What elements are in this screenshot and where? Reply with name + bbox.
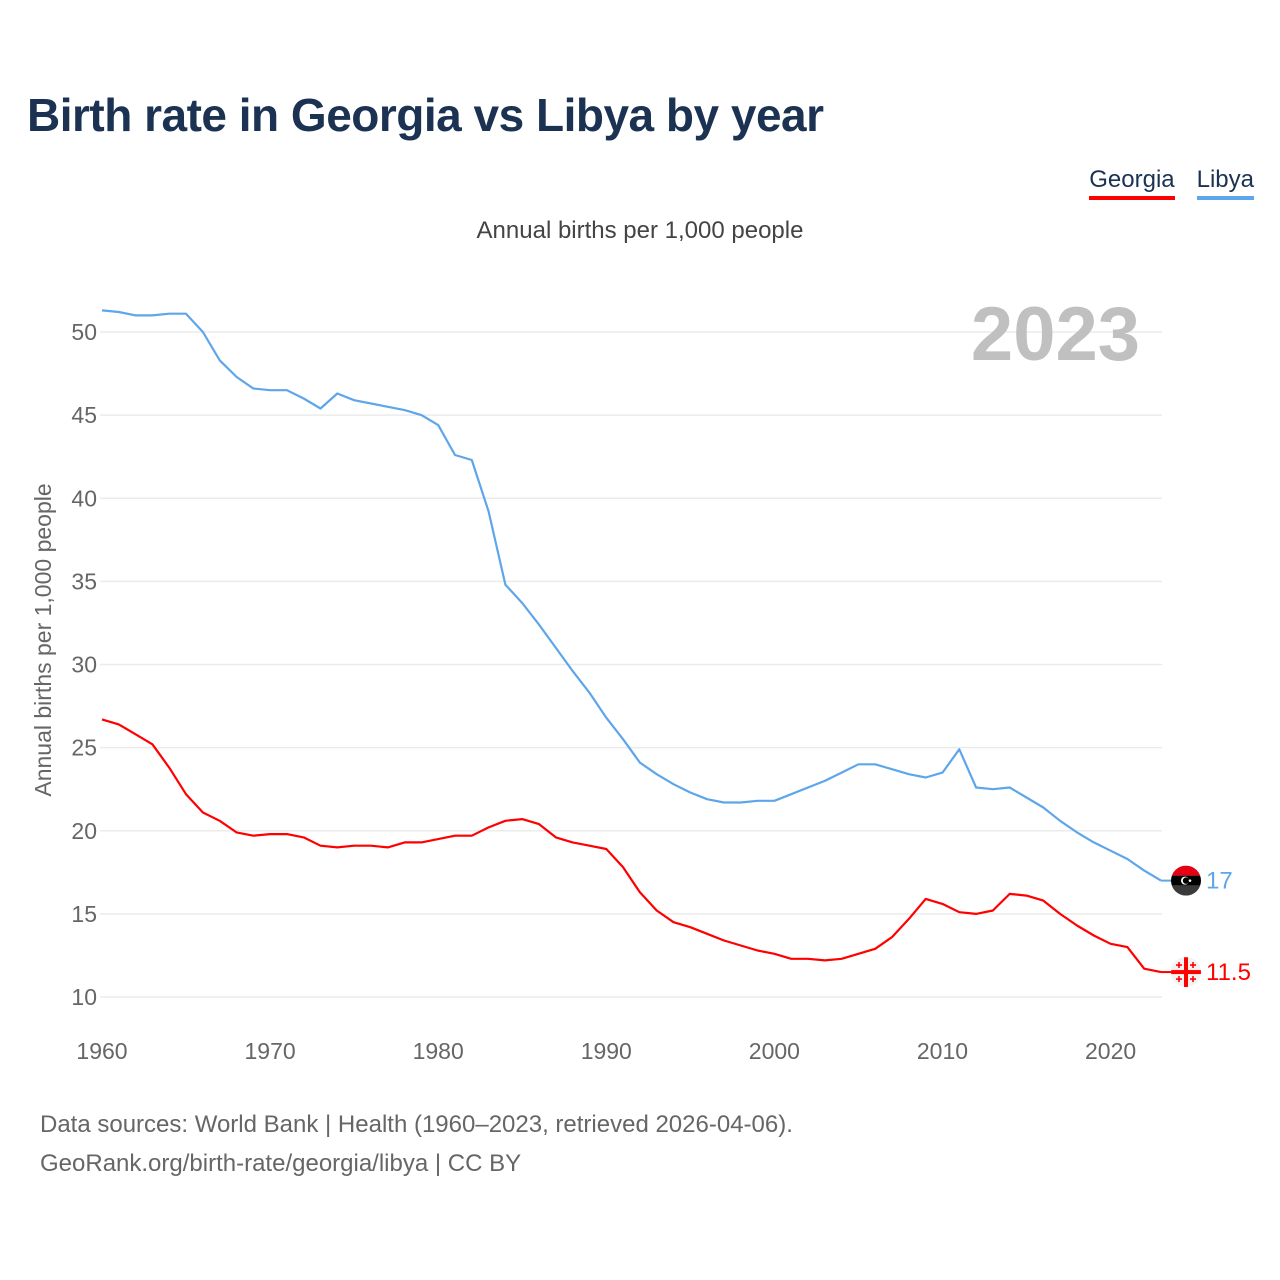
- footer: Data sources: World Bank | Health (1960–…: [40, 1105, 793, 1183]
- legend-item-georgia[interactable]: Georgia: [1089, 166, 1175, 200]
- y-tick-label: 50: [71, 319, 97, 345]
- x-tick-label: 1970: [245, 1038, 296, 1064]
- legend-item-libya[interactable]: Libya: [1196, 166, 1254, 200]
- series-line-georgia: [101, 718, 1162, 974]
- x-tick-label: 1990: [581, 1038, 632, 1064]
- x-tick-label: 2010: [917, 1038, 968, 1064]
- x-tick-label: 2000: [749, 1038, 800, 1064]
- data-source: Data sources: World Bank | Health (1960–…: [40, 1111, 793, 1138]
- x-tick-label: 1960: [76, 1038, 127, 1064]
- y-axis-label: Annual births per 1,000 people: [30, 483, 56, 796]
- series-line-libya: [101, 309, 1162, 882]
- year-watermark: 2023: [971, 292, 1140, 377]
- y-tick-label: 40: [71, 485, 97, 511]
- y-tick-label: 25: [71, 735, 97, 761]
- y-tick-label: 45: [71, 402, 97, 428]
- x-tick-label: 1980: [413, 1038, 464, 1064]
- libya-flag-icon: [1171, 865, 1201, 896]
- y-tick-label: 10: [71, 984, 97, 1010]
- chart-subtitle: Annual births per 1,000 people: [476, 217, 804, 244]
- y-tick-label: 35: [71, 568, 97, 594]
- legend: Georgia Libya: [1089, 166, 1254, 200]
- x-tick-label: 2020: [1085, 1038, 1136, 1064]
- source-link[interactable]: GeoRank.org/birth-rate/georgia/libya | C…: [40, 1150, 522, 1177]
- y-tick-label: 20: [71, 818, 97, 844]
- end-value-label-libya: 17: [1206, 868, 1233, 895]
- y-tick-label: 30: [71, 652, 97, 678]
- y-tick-label: 15: [71, 901, 97, 927]
- end-value-label-georgia: 11.5: [1206, 959, 1251, 986]
- georgia-flag-icon: [1171, 957, 1201, 988]
- chart-title: Birth rate in Georgia vs Libya by year: [27, 89, 824, 141]
